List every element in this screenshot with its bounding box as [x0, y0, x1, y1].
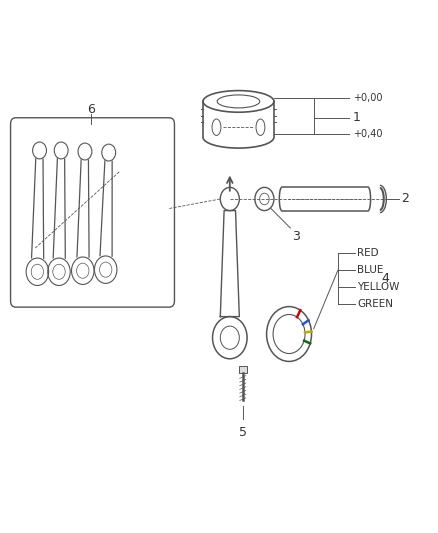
Text: 4: 4 — [381, 272, 389, 285]
Text: +0,00: +0,00 — [353, 93, 382, 103]
Polygon shape — [220, 211, 239, 317]
Text: 1: 1 — [353, 111, 361, 124]
Bar — [239, 366, 247, 373]
Text: +0,40: +0,40 — [353, 128, 382, 139]
Text: BLUE: BLUE — [357, 265, 384, 275]
Text: 3: 3 — [292, 230, 300, 243]
Text: YELLOW: YELLOW — [357, 282, 400, 292]
Text: 2: 2 — [401, 192, 409, 206]
Text: 6: 6 — [88, 103, 95, 116]
Text: 5: 5 — [239, 426, 247, 439]
Text: GREEN: GREEN — [357, 299, 393, 309]
Text: RED: RED — [357, 248, 379, 259]
